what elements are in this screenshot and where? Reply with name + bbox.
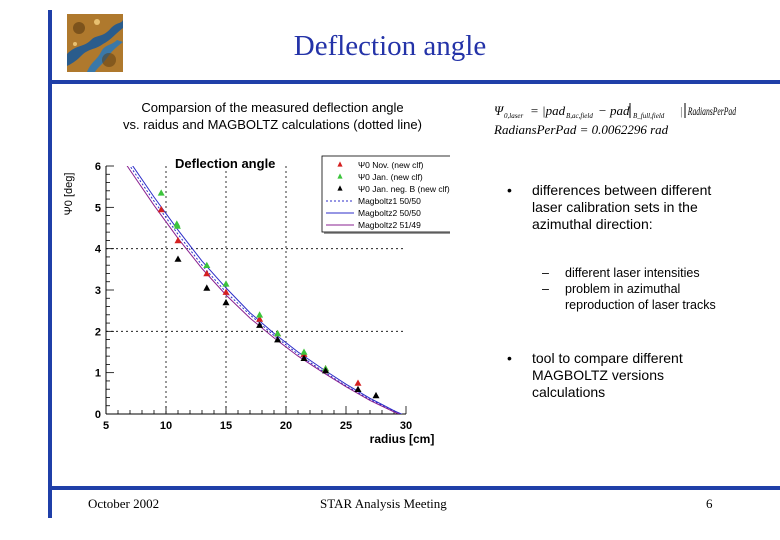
footer-event: STAR Analysis Meeting	[320, 496, 447, 511]
sub-bullet-item: – different laser intensities	[542, 265, 732, 281]
formula-minus-pad: − pad	[598, 103, 630, 118]
data-point-series-2	[157, 189, 165, 196]
legend-label: Magboltz2 50/50	[358, 208, 421, 218]
y-tick-label: 0	[95, 409, 101, 421]
series-line-3	[126, 166, 401, 414]
formula: Ψ 0,laser = |pad B,ac,field − pad B_full…	[492, 100, 737, 140]
slide-title: Deflection angle	[293, 30, 487, 62]
bullet-mark: •	[507, 350, 512, 366]
x-tick-label: 30	[400, 420, 412, 432]
sub-bullet-item: – problem in azimuthal reproduction of l…	[542, 281, 732, 313]
data-point-series-3	[174, 255, 182, 262]
y-tick-label: 3	[95, 285, 101, 297]
formula-lhs: Ψ	[494, 103, 505, 118]
chart-title: Deflection angle	[175, 156, 275, 171]
data-point-series-1	[354, 379, 362, 386]
deflection-angle-chart: 0 1 2 3 4 5 6 5 10 15 20 25 30 Deflection angle radius…	[63, 155, 450, 446]
sub-bullet-mark: –	[542, 266, 549, 280]
formula-subscript-ac-field: B,ac,field	[566, 112, 593, 120]
header-accent-bar	[48, 80, 780, 84]
footer-date: October 2002	[88, 496, 160, 511]
caption-line-2: vs. raidus and MAGBOLTZ calculations (do…	[123, 117, 422, 132]
formula-radians-value: RadiansPerPad = 0.0062296 rad	[493, 122, 669, 137]
legend-label: Ψ0 Nov. (new clf)	[358, 160, 424, 170]
data-point-series-1	[222, 288, 230, 295]
data-point-series-2	[203, 261, 211, 268]
y-tick-label: 6	[95, 161, 101, 173]
figure-caption: Comparsion of the measured deflection an…	[100, 99, 445, 133]
sub-bullet-text: different laser intensities	[565, 266, 700, 280]
series-line-1	[129, 166, 402, 414]
data-point-series-3	[203, 284, 211, 291]
page-number: 6	[706, 496, 713, 511]
sub-bullet-mark: –	[542, 282, 549, 296]
x-tick-label: 5	[103, 420, 109, 432]
y-tick-label: 5	[95, 202, 101, 214]
data-point-series-1	[174, 236, 182, 244]
footer-accent-bar	[48, 486, 780, 490]
y-tick-label: 1	[95, 368, 101, 380]
left-accent-bar	[48, 10, 52, 518]
bullet-text-2: tool to compare different MAGBOLTZ versi…	[532, 350, 683, 400]
bullet-mark: •	[507, 182, 512, 198]
x-tick-label: 20	[280, 420, 292, 432]
star-logo-image	[67, 14, 123, 72]
x-axis-label: radius [cm]	[370, 432, 435, 446]
formula-rhs-start: = |pad	[530, 103, 566, 118]
data-point-series-1	[203, 269, 211, 277]
legend-label: Ψ0 Jan. neg. B (new clf)	[358, 184, 450, 194]
data-point-series-1	[256, 315, 264, 322]
y-tick-label: 4	[95, 244, 102, 256]
data-point-series-2	[256, 311, 264, 318]
x-tick-label: 25	[340, 420, 352, 432]
legend-marker	[337, 161, 343, 167]
data-point-series-2	[222, 280, 230, 287]
y-tick-label: 2	[95, 326, 101, 338]
legend-box	[321, 155, 450, 233]
formula-lhs-subscript: 0,laser	[504, 112, 524, 120]
data-point-series-3	[354, 385, 362, 392]
legend-marker	[337, 173, 343, 179]
data-point-series-2	[274, 329, 282, 337]
legend-label: Magboltz1 50/50	[358, 196, 421, 206]
legend-label: Ψ0 Jan. (new clf)	[358, 172, 423, 182]
legend-label: Magboltz2 51/49	[358, 220, 421, 230]
data-point-series-1	[157, 205, 165, 213]
data-point-series-3	[372, 391, 380, 399]
data-point-series-3	[256, 321, 264, 328]
y-axis-label: Ψ0 [deg]	[63, 173, 75, 216]
bullet-text-1: differences between different laser cali…	[532, 182, 712, 232]
sub-bullet-list: – different laser intensities – problem …	[542, 265, 732, 313]
data-point-series-2	[173, 222, 181, 229]
x-tick-label: 10	[160, 420, 172, 432]
data-point-series-3	[222, 298, 230, 306]
x-tick-label: 15	[220, 420, 232, 432]
data-point-series-3	[274, 336, 282, 343]
sub-bullet-text: problem in azimuthal reproduction of las…	[565, 282, 716, 312]
data-point-series-2	[300, 348, 308, 355]
data-point-series-3	[300, 354, 308, 361]
caption-line-1: Comparsion of the measured deflection an…	[141, 100, 404, 115]
legend-marker	[337, 185, 343, 191]
formula-subscript-full-field: B_full,field	[633, 112, 665, 120]
formula-radians-per-pad: | · RadiansPerPad	[680, 104, 737, 118]
series-line-2	[132, 166, 403, 414]
data-point-series-3	[322, 367, 330, 374]
